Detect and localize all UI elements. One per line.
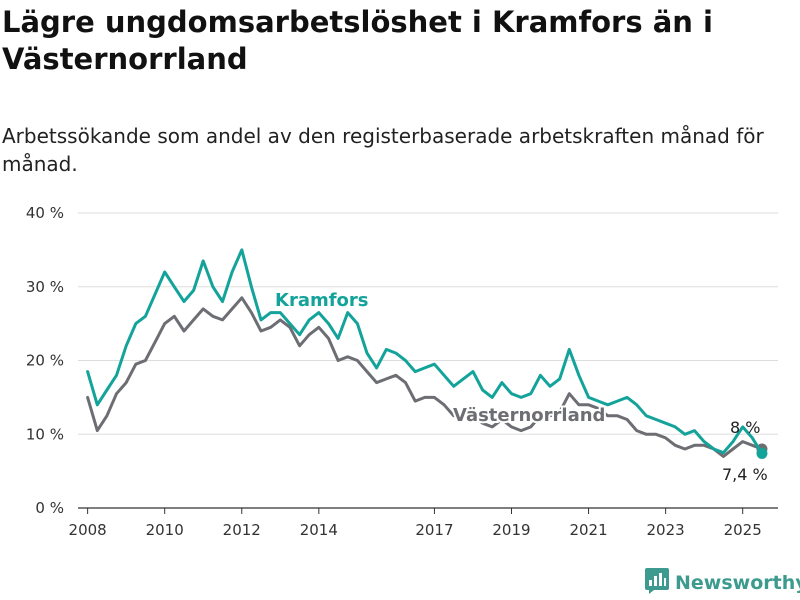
end-value-vasternorrland: 8 % (730, 418, 760, 437)
x-tick-label: 2010 (146, 521, 184, 539)
end-point-kramfors (756, 447, 768, 459)
x-tick-label: 2023 (647, 521, 685, 539)
x-tick-label: 2021 (569, 521, 607, 539)
series-line-vasternorrland (86, 296, 764, 458)
x-tick-label: 2014 (300, 521, 338, 539)
y-tick-label: 40 % (26, 204, 64, 222)
series-labels: Kramfors Västernorrland 8 % 7,4 % (273, 288, 768, 484)
x-tick-label: 2025 (724, 521, 762, 539)
x-tick-label: 2008 (69, 521, 107, 539)
x-tick-label: 2012 (223, 521, 261, 539)
chart-title: Lägre ungdomsarbetslöshet i Kramfors än … (2, 5, 713, 76)
end-value-kramfors: 7,4 % (722, 465, 768, 484)
newsworthy-brand: Newsworthy (645, 568, 800, 598)
y-tick-label: 20 % (26, 352, 64, 370)
y-tick-label: 30 % (26, 278, 64, 296)
axes: 0 % 10 % 20 % 30 % 40 % 2008 2010 2012 2014 2017 2… (26, 204, 762, 539)
y-tick-label: 10 % (26, 425, 64, 443)
series-lines (86, 248, 768, 459)
gridlines (78, 212, 778, 509)
x-tick-label: 2017 (415, 521, 453, 539)
series-label-vasternorrland: Västernorrland (453, 405, 605, 426)
brand-name: Newsworthy (675, 572, 800, 594)
y-tick-label: 0 % (35, 499, 64, 517)
series-label-kramfors: Kramfors (275, 290, 369, 311)
newsworthy-logo-icon (645, 568, 669, 598)
series-line-kramfors (86, 248, 764, 455)
chart-subtitle: Arbetssökande som andel av den registerb… (2, 124, 764, 176)
x-tick-label: 2019 (492, 521, 530, 539)
